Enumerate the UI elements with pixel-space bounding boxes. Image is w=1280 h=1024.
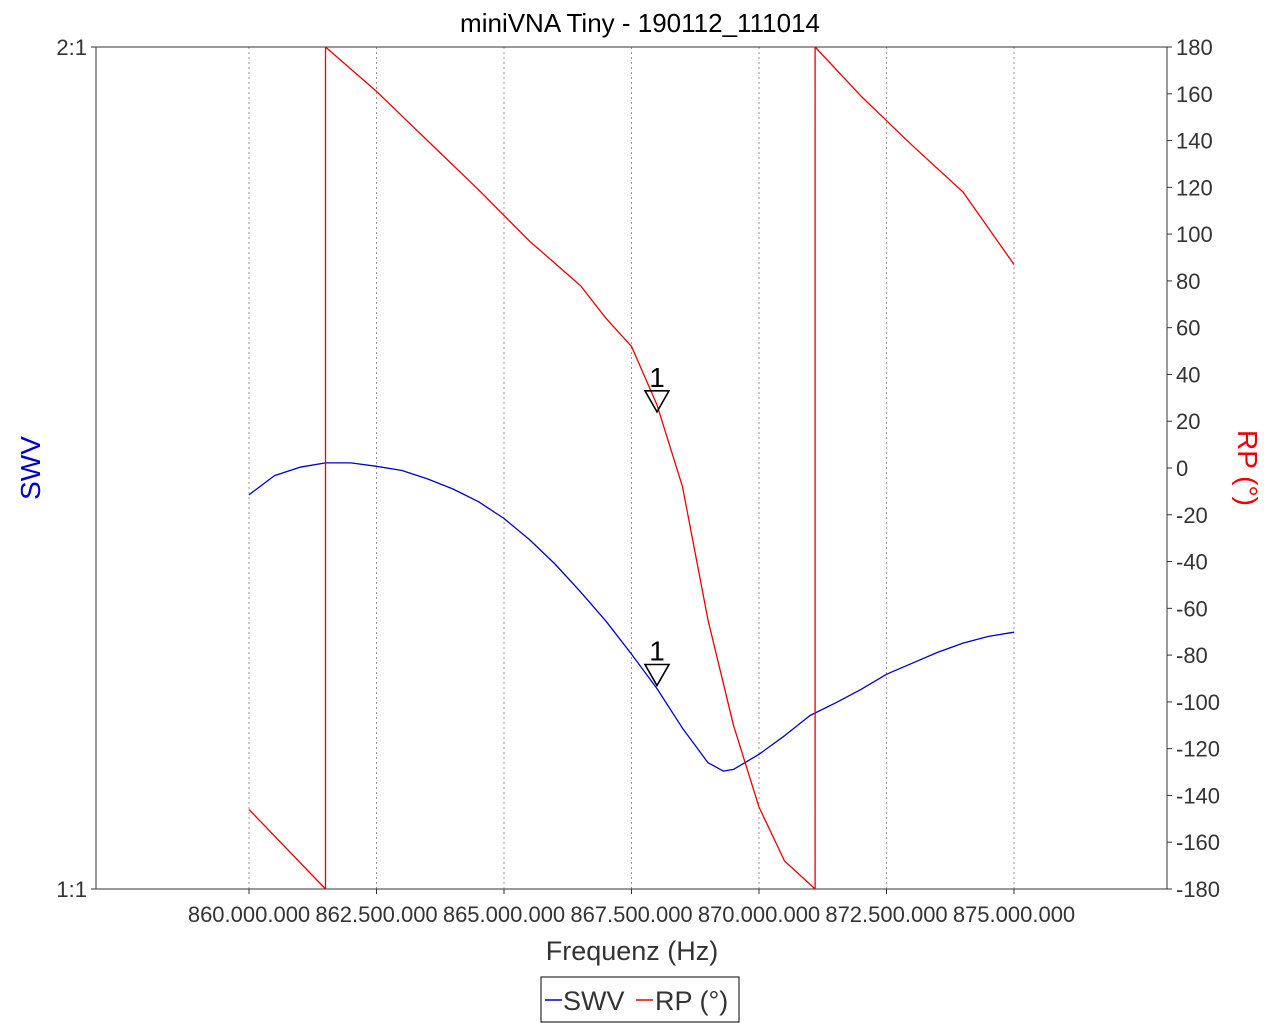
y-right-tick-label-3: 120 — [1176, 175, 1213, 200]
marker-label-0: 1 — [649, 636, 665, 667]
y-right-tick-label-1: 160 — [1176, 82, 1213, 107]
y-right-tick-label-7: 40 — [1176, 362, 1200, 387]
x-tick-label-0: 860.000.000 — [188, 902, 310, 927]
chart-title: miniVNA Tiny - 190112_111014 — [460, 8, 820, 38]
x-axis-ticks: 860.000.000 862.500.000 865.000.000 867.500… — [188, 889, 1075, 927]
x-tick-label-2: 865.000.000 — [443, 902, 565, 927]
marker-label-1: 1 — [649, 362, 665, 393]
y-right-tick-label-2: 140 — [1176, 129, 1213, 154]
marker-triangle-0 — [643, 663, 671, 688]
x-tick-label-6: 875.000.000 — [953, 902, 1075, 927]
x-tick-label-5: 872.500.000 — [825, 902, 947, 927]
markers: 11 — [643, 362, 671, 688]
y-right-tick-label-9: 0 — [1176, 456, 1188, 481]
y-right-tick-label-11: -40 — [1176, 550, 1208, 575]
y-right-tick-label-13: -80 — [1176, 643, 1208, 668]
series-line-rp — [248, 46, 1015, 890]
x-tick-label-4: 870.000.000 — [698, 902, 820, 927]
legend: SWV RP (°) — [540, 976, 740, 1023]
x-tick-label-3: 867.500.000 — [570, 902, 692, 927]
y-right-tick-label-4: 100 — [1176, 222, 1213, 247]
y-right-tick-label-15: -120 — [1176, 737, 1220, 762]
y-right-axis-ticks: 180 160 140 120 100 80 60 40 20 0 -20 -40 -60 -80 -100… — [1167, 35, 1220, 902]
y-left-axis-label: SWV — [15, 436, 46, 500]
y-right-tick-label-12: -60 — [1176, 596, 1208, 621]
x-tick-label-1: 862.500.000 — [315, 902, 437, 927]
y-right-tick-label-5: 80 — [1176, 269, 1200, 294]
y-right-axis-label: RP (°) — [1232, 430, 1263, 506]
y-right-tick-label-18: -180 — [1176, 877, 1220, 902]
series-line-swv — [248, 462, 1015, 772]
y-right-tick-label-0: 180 — [1176, 35, 1213, 60]
y-left-tick-label-0: 2:1 — [56, 35, 87, 60]
y-right-tick-label-17: -160 — [1176, 830, 1220, 855]
y-right-tick-label-10: -20 — [1176, 503, 1208, 528]
y-right-tick-label-16: -140 — [1176, 783, 1220, 808]
marker-triangle-1 — [643, 390, 671, 414]
y-left-tick-label-1: 1:1 — [56, 877, 87, 902]
y-left-axis-ticks: 2:1 1:1 — [56, 35, 96, 902]
y-right-tick-label-14: -100 — [1176, 690, 1220, 715]
series-lines — [248, 46, 1015, 890]
y-right-tick-label-6: 60 — [1176, 316, 1200, 341]
x-axis-label: Frequenz (Hz) — [546, 936, 719, 966]
y-right-tick-label-8: 20 — [1176, 409, 1200, 434]
legend-label-swv: SWV — [563, 986, 625, 1016]
legend-label-rp: RP (°) — [655, 986, 728, 1016]
grid-lines — [248, 47, 1015, 889]
